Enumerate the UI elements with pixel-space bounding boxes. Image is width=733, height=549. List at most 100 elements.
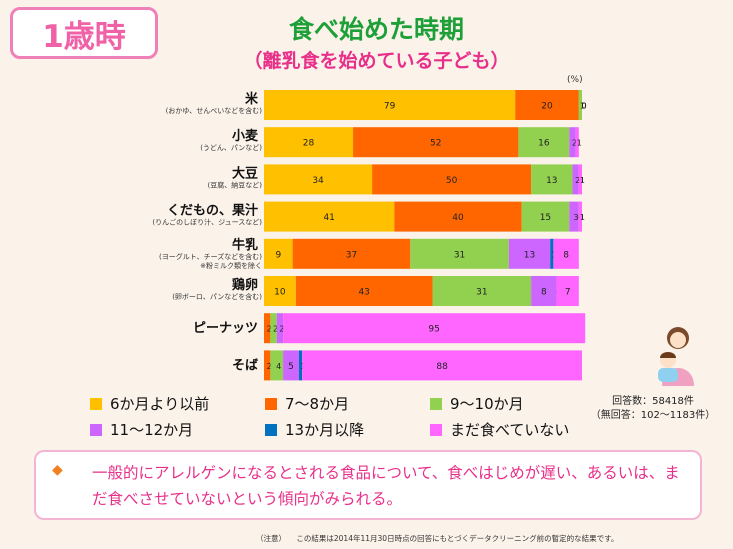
bar-segment: [302, 350, 582, 381]
bar-segment: [295, 276, 433, 306]
legend: 6か月より以前 7～8か月 9～10か月 11～12か月 13か月以降 まだ食べていない: [90, 393, 610, 445]
data-label: 1: [577, 139, 582, 148]
bar-segment: [264, 90, 516, 120]
category-label: 大豆: [232, 165, 258, 181]
legend-swatch: [265, 423, 277, 436]
data-label: 2: [267, 362, 272, 371]
unit-label: (%): [567, 75, 583, 85]
data-label: 13: [546, 176, 557, 186]
mother-baby-icon: [658, 327, 694, 386]
data-label: 2: [575, 176, 580, 185]
legend-label: 13か月以降: [285, 421, 365, 439]
legend-swatch: [90, 423, 102, 436]
legend-swatch: [265, 397, 277, 410]
bar-segment: [578, 164, 582, 195]
category-label: 小麦: [232, 128, 259, 144]
bar-segment: [283, 313, 586, 344]
bar-segment: [515, 90, 579, 120]
no-answer-count: （無回答：102～1183件）: [590, 410, 716, 421]
response-info: 回答数：58418件 （無回答：102～1183件）: [588, 395, 718, 423]
data-label: 0: [581, 102, 586, 111]
data-label: 2: [267, 325, 272, 334]
category-note-2: ※粉ミルク類を除く: [200, 261, 262, 270]
data-label: 2: [273, 325, 278, 334]
bar-segment: [553, 238, 579, 269]
bar-segment: [353, 127, 519, 158]
data-label: 16: [538, 139, 550, 149]
data-label: 15: [540, 213, 551, 223]
legend-label: まだ食べていない: [450, 421, 570, 439]
bar-segment: [521, 201, 570, 232]
legend-item: 11～12か月: [90, 419, 193, 440]
legend-label: 9～10か月: [450, 395, 524, 413]
data-label: 1: [580, 102, 585, 111]
bar-segment: [264, 238, 293, 269]
chart-title: 食べ始めた時期: [288, 15, 464, 44]
bar-segment: [508, 238, 551, 269]
legend-item: 13か月以降: [265, 419, 364, 440]
data-label: 31: [476, 288, 487, 298]
category-label: 牛乳: [232, 237, 258, 253]
response-count: 回答数：58418件: [612, 396, 694, 407]
note-box: ◆ 一般的にアレルゲンになるとされる食品について、食べはじめが遅い、あるいは、ま…: [34, 450, 702, 520]
footnote-text: この結果は2014年11月30日時点の回答にもとづくデータクリーニング前の暫定的…: [296, 534, 619, 543]
data-label: 2: [279, 325, 284, 334]
data-label: 34: [312, 176, 324, 186]
legend-swatch: [430, 397, 442, 410]
legend-swatch: [430, 423, 442, 436]
data-label: 5: [288, 362, 294, 372]
bar-segment: [575, 127, 579, 158]
data-label: 20: [541, 102, 553, 112]
legend-label: 11～12か月: [110, 421, 194, 439]
data-label: 4: [276, 362, 281, 371]
data-label: 0: [581, 102, 586, 111]
bar-segment: [298, 350, 303, 381]
category-label: くだもの、果汁: [167, 203, 258, 219]
data-label: 2: [572, 139, 577, 148]
data-label: 8: [563, 250, 569, 260]
data-label: 31: [454, 250, 465, 260]
bar-segment: [270, 350, 284, 381]
data-label: 10: [274, 288, 286, 298]
legend-item: 9～10か月: [430, 393, 524, 414]
category-label: ピーナッツ: [193, 321, 258, 336]
bar-segment: [394, 201, 522, 232]
legend-label: 6か月より以前: [110, 395, 210, 413]
data-label: 37: [346, 250, 357, 260]
category-note: (うどん、パンなど): [200, 144, 262, 152]
data-label: 3: [574, 213, 579, 222]
bar-segment: [550, 238, 554, 269]
data-label: 79: [384, 102, 396, 112]
legend-item: 6か月より以前: [90, 393, 209, 414]
bar-segment: [264, 127, 354, 158]
bar-segment: [569, 127, 576, 158]
data-label: 52: [430, 139, 441, 149]
data-label: 43: [358, 288, 369, 298]
bar-segment: [556, 276, 579, 306]
bar-segment: [432, 276, 532, 306]
legend-item: まだ食べていない: [430, 419, 569, 440]
data-label: 7: [565, 288, 571, 298]
legend-label: 7～8か月: [285, 395, 350, 413]
category-label: そば: [232, 358, 258, 373]
bar-segment: [264, 313, 271, 344]
bar-segment: [531, 164, 573, 195]
diamond-bullet-icon: ◆: [52, 462, 63, 478]
data-label: 1: [580, 213, 585, 222]
legend-swatch: [90, 397, 102, 410]
category-note: (りんごのしぼり汁、ジュースなど): [152, 218, 262, 227]
bar-segment: [270, 313, 277, 344]
footnote: （注意） この結果は2014年11月30日時点の回答にもとづくデータクリーニング…: [256, 533, 626, 544]
bar-segment: [292, 238, 411, 269]
legend-item: 7～8か月: [265, 393, 349, 414]
category-note: (卵ボーロ、パンなどを含む): [172, 292, 262, 301]
data-label: 0: [581, 102, 586, 111]
data-label: 28: [303, 139, 315, 149]
data-label: 50: [446, 176, 458, 186]
bar-segment: [531, 276, 557, 306]
bar-segment: [518, 127, 570, 158]
data-label: 13: [524, 250, 535, 260]
bar-segment: [410, 238, 509, 269]
data-label: 8: [541, 288, 547, 298]
bar-segment: [283, 350, 299, 381]
